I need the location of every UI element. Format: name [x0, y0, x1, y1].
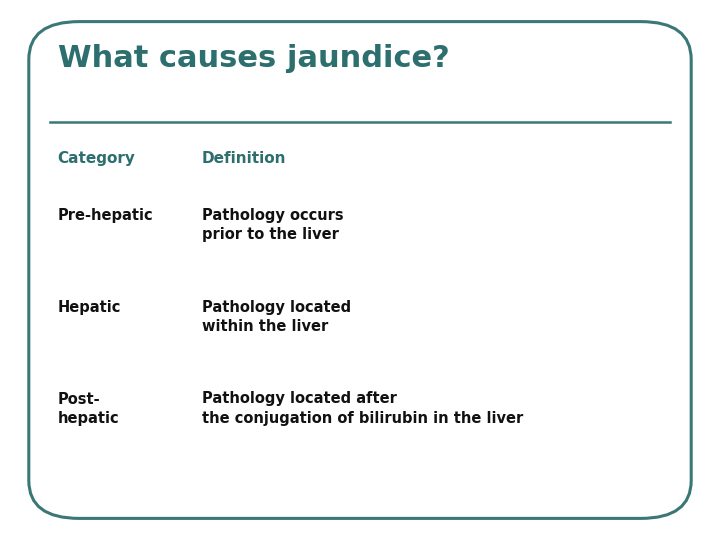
Text: Definition: Definition [202, 151, 286, 166]
Text: Hepatic: Hepatic [58, 300, 121, 315]
Text: Pathology located after
the conjugation of bilirubin in the liver: Pathology located after the conjugation … [202, 392, 523, 426]
Text: Category: Category [58, 151, 135, 166]
FancyBboxPatch shape [29, 22, 691, 518]
Text: Post-
hepatic: Post- hepatic [58, 392, 120, 426]
Text: What causes jaundice?: What causes jaundice? [58, 44, 449, 73]
Text: Pre-hepatic: Pre-hepatic [58, 208, 153, 223]
Text: Pathology occurs
prior to the liver: Pathology occurs prior to the liver [202, 208, 343, 242]
Text: Pathology located
within the liver: Pathology located within the liver [202, 300, 351, 334]
